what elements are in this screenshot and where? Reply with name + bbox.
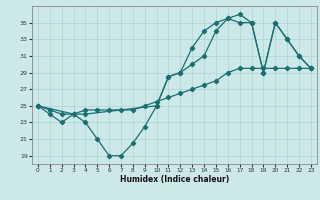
- X-axis label: Humidex (Indice chaleur): Humidex (Indice chaleur): [120, 175, 229, 184]
